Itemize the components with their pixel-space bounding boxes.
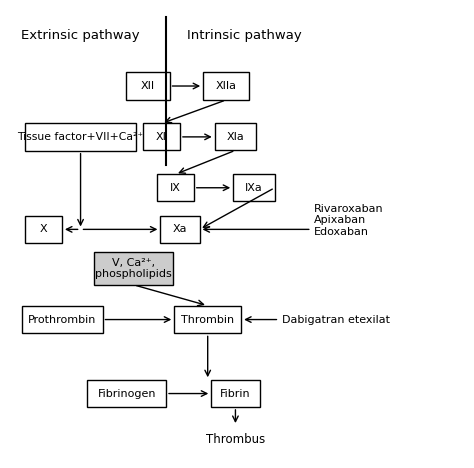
FancyBboxPatch shape xyxy=(211,380,260,407)
FancyBboxPatch shape xyxy=(94,253,173,285)
Text: Dabigatran etexilat: Dabigatran etexilat xyxy=(282,314,390,324)
FancyBboxPatch shape xyxy=(22,306,102,333)
Text: IX: IX xyxy=(170,183,181,193)
FancyBboxPatch shape xyxy=(160,216,200,243)
Text: Fibrin: Fibrin xyxy=(220,388,251,399)
FancyBboxPatch shape xyxy=(215,124,256,150)
FancyBboxPatch shape xyxy=(25,123,136,151)
Text: Rivaroxaban
Apixaban
Edoxaban: Rivaroxaban Apixaban Edoxaban xyxy=(314,204,383,237)
Text: XIIa: XIIa xyxy=(216,81,237,91)
Text: V, Ca²⁺,
phospholipids: V, Ca²⁺, phospholipids xyxy=(95,258,172,279)
FancyBboxPatch shape xyxy=(174,306,241,333)
FancyBboxPatch shape xyxy=(126,72,170,100)
Text: Xa: Xa xyxy=(173,224,187,234)
FancyBboxPatch shape xyxy=(143,124,180,150)
Text: IXa: IXa xyxy=(245,183,263,193)
FancyBboxPatch shape xyxy=(157,175,194,201)
FancyBboxPatch shape xyxy=(233,175,275,201)
Text: XIa: XIa xyxy=(227,132,244,142)
Text: Prothrombin: Prothrombin xyxy=(28,314,96,324)
Text: Extrinsic pathway: Extrinsic pathway xyxy=(21,29,140,42)
FancyBboxPatch shape xyxy=(203,72,249,100)
FancyBboxPatch shape xyxy=(88,380,166,407)
Text: X: X xyxy=(40,224,47,234)
Text: Fibrinogen: Fibrinogen xyxy=(98,388,156,399)
Text: Tissue factor+VII+Ca²⁺: Tissue factor+VII+Ca²⁺ xyxy=(18,132,144,142)
Text: XII: XII xyxy=(140,81,155,91)
Text: XI: XI xyxy=(156,132,167,142)
FancyBboxPatch shape xyxy=(25,216,62,243)
Text: Thrombus: Thrombus xyxy=(206,433,265,446)
Text: Thrombin: Thrombin xyxy=(181,314,234,324)
Text: Intrinsic pathway: Intrinsic pathway xyxy=(187,29,302,42)
